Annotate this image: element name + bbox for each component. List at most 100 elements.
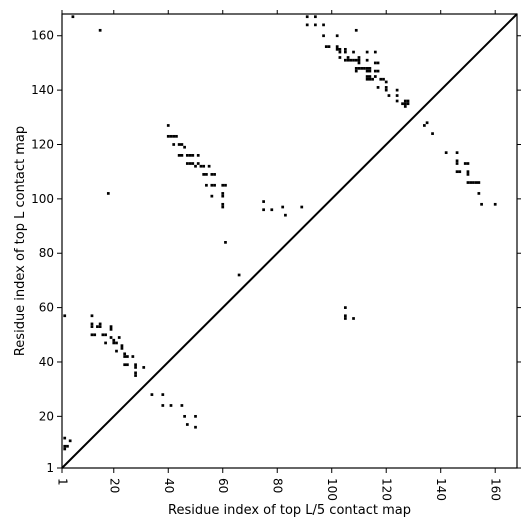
contact-point (169, 134, 173, 138)
contact-point (199, 164, 203, 168)
contact-point (221, 194, 225, 198)
contact-point (63, 436, 67, 440)
contact-point (134, 371, 137, 375)
contact-point (455, 162, 459, 165)
y-tick-label: 100 (31, 192, 54, 206)
contact-point (169, 404, 173, 407)
contact-point (395, 94, 399, 97)
contact-point (115, 341, 118, 345)
contact-point (382, 77, 385, 81)
diagonal-line (61, 13, 518, 469)
contact-point (365, 69, 369, 73)
contact-point (104, 341, 107, 345)
contact-point (480, 202, 483, 206)
contact-point (202, 173, 206, 176)
contact-point (270, 208, 274, 212)
contact-point (444, 151, 448, 155)
x-tick-label: 60 (216, 478, 230, 493)
contact-point (373, 69, 377, 73)
contact-point (109, 325, 113, 328)
y-tick-label: 60 (39, 301, 54, 315)
contact-point (123, 363, 127, 367)
contact-point (455, 170, 459, 174)
contact-point (466, 173, 470, 176)
contact-point (221, 205, 225, 209)
contact-point (185, 162, 189, 165)
contact-point (376, 86, 380, 89)
contact-point (395, 99, 399, 103)
contact-point (352, 50, 355, 54)
contact-point (194, 425, 197, 429)
contact-point (387, 94, 391, 97)
contact-point (425, 121, 429, 125)
contact-point (106, 192, 110, 195)
y-tick-label: 140 (31, 83, 54, 97)
contact-point (343, 314, 347, 318)
contact-point (357, 61, 361, 65)
y-tick-label: 160 (31, 29, 54, 43)
contact-point (466, 181, 470, 184)
contact-point (180, 143, 184, 146)
contact-point (126, 363, 129, 367)
contact-point (365, 67, 369, 70)
y-tick-label: 1 (46, 461, 54, 475)
contact-point (134, 363, 137, 367)
contact-point (213, 183, 216, 187)
contact-point (371, 77, 374, 81)
x-tick-label: 120 (380, 478, 394, 501)
contact-point (180, 404, 184, 407)
contact-point (194, 414, 197, 418)
contact-point (63, 444, 67, 448)
contact-point (338, 50, 342, 54)
contact-point (185, 154, 189, 157)
contact-point (466, 170, 470, 174)
contact-point (183, 414, 186, 418)
contact-point (403, 99, 407, 103)
contact-point (365, 50, 369, 54)
contact-point (423, 124, 426, 127)
contact-point (281, 205, 285, 209)
contact-point (134, 374, 137, 377)
contact-point (455, 151, 459, 155)
contact-point (343, 47, 347, 51)
contact-point (126, 355, 129, 358)
contact-point (63, 314, 67, 318)
contact-point (90, 322, 94, 326)
contact-point (194, 164, 197, 168)
contact-point (109, 327, 113, 331)
contact-point (166, 134, 170, 138)
contact-point (210, 173, 214, 176)
contact-point (142, 366, 146, 369)
contact-point (109, 336, 113, 339)
contact-point (357, 58, 361, 62)
contact-point (335, 47, 339, 51)
contact-point (357, 56, 361, 59)
contact-point (477, 192, 481, 195)
y-tick-label: 80 (39, 246, 54, 260)
contact-point (202, 164, 206, 168)
contact-point (93, 333, 97, 337)
contact-point (343, 58, 347, 62)
contact-point (368, 67, 372, 70)
contact-point (349, 58, 353, 62)
contact-point (175, 134, 178, 138)
contact-point (343, 50, 347, 54)
x-tick-label: 100 (325, 478, 339, 501)
contact-point (188, 162, 192, 165)
contact-point (357, 67, 361, 70)
contact-point (373, 75, 377, 78)
contact-point (188, 154, 192, 157)
contact-point (406, 99, 410, 103)
contact-point (354, 67, 358, 70)
contact-point (120, 347, 124, 350)
contact-point (196, 162, 200, 165)
contact-point (354, 69, 358, 73)
contact-point (112, 338, 116, 342)
contact-point (395, 88, 399, 92)
contact-point (373, 50, 377, 54)
y-axis-title: Residue index of top L contact map (13, 126, 28, 356)
contact-point (403, 105, 407, 108)
contact-point (360, 67, 364, 70)
contact-point (354, 58, 358, 62)
